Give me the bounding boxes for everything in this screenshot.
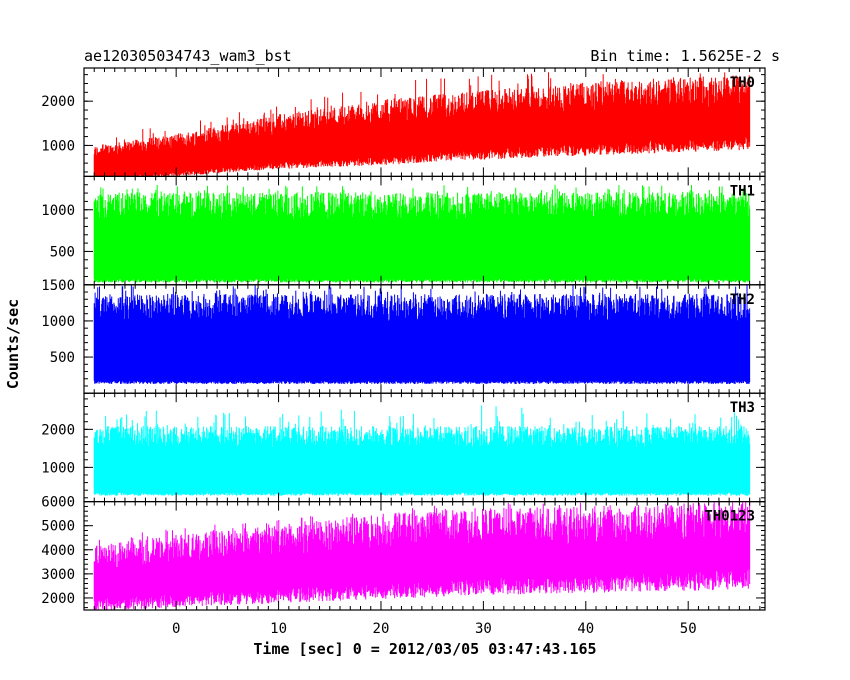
y-tick-label: 1000: [41, 460, 75, 476]
series-trace-th1: [93, 184, 751, 283]
y-tick-label: 500: [50, 350, 75, 366]
panels-group: 10002000TH05001000TH150010001500TH210002…: [41, 67, 766, 637]
x-tick-label: 50: [680, 621, 697, 637]
panel-th0123: 2000 3000 4000 5000 6000 TH0123: [41, 495, 766, 611]
y-tick-label: 5000: [41, 519, 75, 535]
panel-label-th3: TH3: [730, 400, 755, 416]
panel-th0: 1000 2000 TH0: [41, 67, 766, 178]
panel-label-th1: TH1: [730, 183, 755, 199]
panel-label-th2: TH2: [730, 292, 755, 308]
series-trace-th0123: [93, 501, 751, 611]
panel-th1: 500 1000 TH1: [41, 175, 766, 286]
x-axis-title: Time [sec] 0 = 2012/03/05 03:47:43.165: [253, 640, 596, 658]
y-tick-label: 3000: [41, 567, 75, 583]
series-trace-th3: [93, 405, 751, 496]
chart-title-right: Bin time: 1.5625E-2 s: [590, 47, 780, 65]
x-tick-label: 0: [172, 621, 180, 637]
y-tick-label: 1000: [41, 203, 75, 219]
x-tick-label: 10: [270, 621, 287, 637]
y-axis-title: Counts/sec: [4, 299, 22, 389]
series-trace-th2: [93, 284, 751, 384]
y-tick-label: 4000: [41, 543, 75, 559]
panel-label-th0123: TH0123: [704, 509, 755, 525]
x-tick-label: 20: [373, 621, 390, 637]
panel-frame: [83, 501, 766, 611]
y-tick-label: 2000: [41, 591, 75, 607]
y-tick-label: 2000: [41, 422, 75, 438]
series-trace-th0: [93, 72, 751, 177]
y-tick-label: 2000: [41, 94, 75, 110]
chart-title-left: ae120305034743_wam3_bst: [84, 47, 292, 65]
x-tick-label: 30: [475, 621, 492, 637]
y-tick-label: 1500: [41, 278, 75, 294]
panel-label-th0: TH0: [730, 75, 755, 91]
panel-th3: 1000 2000 TH3: [41, 392, 766, 503]
y-tick-label: 1000: [41, 138, 75, 154]
y-tick-label: 500: [50, 244, 75, 260]
y-tick-label: 6000: [41, 495, 75, 511]
panel-th2: 500 1000 1500 TH2: [41, 278, 766, 394]
x-tick-label: 40: [577, 621, 594, 637]
y-tick-label: 1000: [41, 314, 75, 330]
